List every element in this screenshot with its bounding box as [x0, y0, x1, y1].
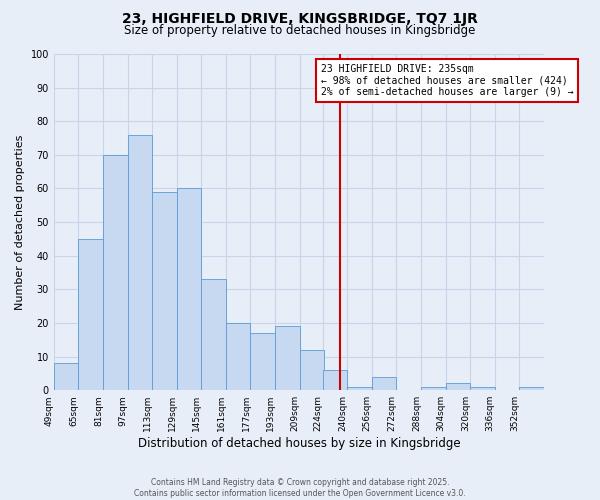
Bar [372, 377, 397, 390]
Bar [202, 280, 226, 390]
Bar [323, 370, 347, 390]
Text: 23, HIGHFIELD DRIVE, KINGSBRIDGE, TQ7 1JR: 23, HIGHFIELD DRIVE, KINGSBRIDGE, TQ7 1J… [122, 12, 478, 26]
Text: Size of property relative to detached houses in Kingsbridge: Size of property relative to detached ho… [124, 24, 476, 37]
Bar [226, 323, 250, 390]
Bar [79, 239, 103, 390]
Bar [446, 384, 470, 390]
Bar [421, 387, 446, 390]
Bar [103, 155, 128, 390]
X-axis label: Distribution of detached houses by size in Kingsbridge: Distribution of detached houses by size … [137, 437, 460, 450]
Bar [520, 387, 544, 390]
Bar [250, 333, 275, 390]
Bar [470, 387, 495, 390]
Bar [177, 188, 202, 390]
Bar [128, 134, 152, 390]
Bar [347, 387, 372, 390]
Text: 23 HIGHFIELD DRIVE: 235sqm
← 98% of detached houses are smaller (424)
2% of semi: 23 HIGHFIELD DRIVE: 235sqm ← 98% of deta… [321, 64, 574, 98]
Bar [275, 326, 299, 390]
Bar [299, 350, 324, 390]
Bar [54, 364, 79, 390]
Y-axis label: Number of detached properties: Number of detached properties [15, 134, 25, 310]
Text: Contains HM Land Registry data © Crown copyright and database right 2025.
Contai: Contains HM Land Registry data © Crown c… [134, 478, 466, 498]
Bar [152, 192, 177, 390]
